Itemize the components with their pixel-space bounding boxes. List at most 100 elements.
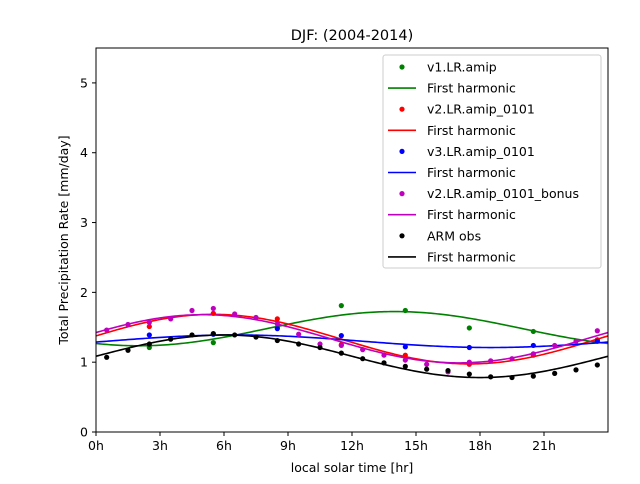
data-point-s5-10 [296,341,302,347]
data-point-s1-5 [402,307,408,314]
y-tick-label-5: 4 [80,145,88,160]
harmonic-curves [96,310,608,379]
legend-marker-4 [399,191,405,197]
data-point-s4-1 [104,327,110,333]
data-point-s5-22 [552,370,558,376]
legend-fit-label-4: First harmonic [427,207,516,222]
data-point-s3-6 [466,344,472,351]
data-point-s4-7 [232,311,238,317]
harmonic-line-1 [96,310,608,347]
legend-label-1: v1.LR.amip [427,60,497,75]
data-point-s5-21 [530,373,536,379]
data-point-s4-20 [509,356,515,362]
data-point-s5-7 [232,332,238,338]
data-point-s1-7 [530,328,536,335]
harmonic-line-3 [96,334,608,349]
data-point-s4-19 [488,358,494,364]
legend-marker-3 [399,148,405,154]
y-axis-label: Total Precipitation Rate [mm/day] [56,135,71,345]
data-point-s5-6 [210,330,216,337]
data-point-s5-12 [338,350,344,356]
data-point-s2-2 [210,310,216,316]
data-point-s5-17 [445,367,451,374]
harmonic-line-5 [96,334,608,379]
data-point-s1-6 [466,325,472,331]
data-point-s4-22 [552,342,558,349]
x-tick-label-6: 15h [404,438,428,453]
data-point-s3-4 [338,333,344,339]
legend-fit-label-1: First harmonic [427,81,516,96]
chart-title: DJF: (2004-2014) [291,28,414,44]
data-point-s5-4 [168,336,174,342]
legend: v1.LR.amip First harmonic v2.LR.amip_0101 F… [382,54,602,269]
y-tick-label-2: 1 [80,355,88,370]
harmonic-line-4 [96,313,608,364]
x-axis-label: local solar time [hr] [291,460,414,475]
axes: 0h 3h 6h 9h 12h 15h 18h 21h 0 1 2 3 4 5 [80,47,609,453]
legend-label-3: v3.LR.amip_0101 [427,144,535,159]
data-point-s5-1 [104,354,110,360]
x-tick-label-4: 9h [280,438,296,453]
data-point-s4-9 [274,321,280,327]
legend-label-5: ARM obs [427,228,481,243]
data-point-s4-4 [168,316,174,322]
data-point-s4-21 [530,351,536,357]
data-point-s4-13 [360,347,366,353]
x-tick-label-7: 18h [468,438,492,453]
data-point-s4-3 [146,319,152,325]
data-point-s4-8 [253,314,259,321]
legend-fit-label-5: First harmonic [427,249,516,264]
legend-fit-label-3: First harmonic [427,165,516,180]
data-point-s5-23 [573,367,579,373]
y-tick-label-4: 3 [80,215,88,230]
data-point-s4-23 [573,338,579,344]
y-tick-label-3: 2 [80,285,88,300]
legend-marker-5 [399,233,405,239]
legend-box [382,54,602,269]
data-point-s5-5 [189,332,195,338]
legend-label-4: v2.LR.amip_0101_bonus [427,186,579,201]
data-point-s5-19 [488,374,494,380]
x-tick-label-1: 0h [88,438,104,453]
data-point-s3-5 [402,344,408,350]
data-point-s5-11 [317,344,323,351]
data-point-s4-24 [594,328,600,334]
data-point-s4-5 [189,307,195,314]
data-point-s3-1 [146,332,152,338]
data-points [104,303,600,381]
data-point-s4-6 [210,305,216,312]
data-point-s5-3 [146,341,152,347]
data-point-s5-20 [509,374,515,381]
data-point-s3-3 [274,326,280,332]
legend-label-2: v2.LR.amip_0101 [427,102,535,117]
data-point-s3-7 [530,342,536,349]
data-point-s5-16 [424,366,430,372]
data-point-s5-18 [466,371,472,377]
data-point-s5-9 [274,337,280,344]
data-point-s4-12 [338,342,344,349]
y-tick-label-1: 0 [80,425,88,440]
legend-marker-1 [399,64,405,70]
legend-marker-2 [399,106,405,112]
data-point-s3-8 [594,338,600,344]
data-point-s2-1 [146,323,152,330]
data-point-s5-15 [402,363,408,369]
x-tick-label-8: 21h [532,438,556,453]
data-point-s5-8 [253,334,259,340]
data-point-s4-15 [402,357,408,363]
data-point-s1-4 [338,303,344,309]
data-point-s4-2 [125,321,131,328]
x-tick-label-2: 3h [152,438,168,453]
data-point-s5-2 [125,347,131,353]
data-point-s1-2 [210,340,216,346]
plot-area [96,303,608,381]
data-point-s4-14 [381,352,387,358]
data-point-s2-5 [402,352,408,358]
data-point-s2-3 [274,316,280,322]
data-point-s5-14 [381,360,387,366]
x-tick-label-3: 6h [216,438,232,453]
y-tick-label-6: 5 [80,75,88,90]
data-point-s5-24 [594,362,600,368]
